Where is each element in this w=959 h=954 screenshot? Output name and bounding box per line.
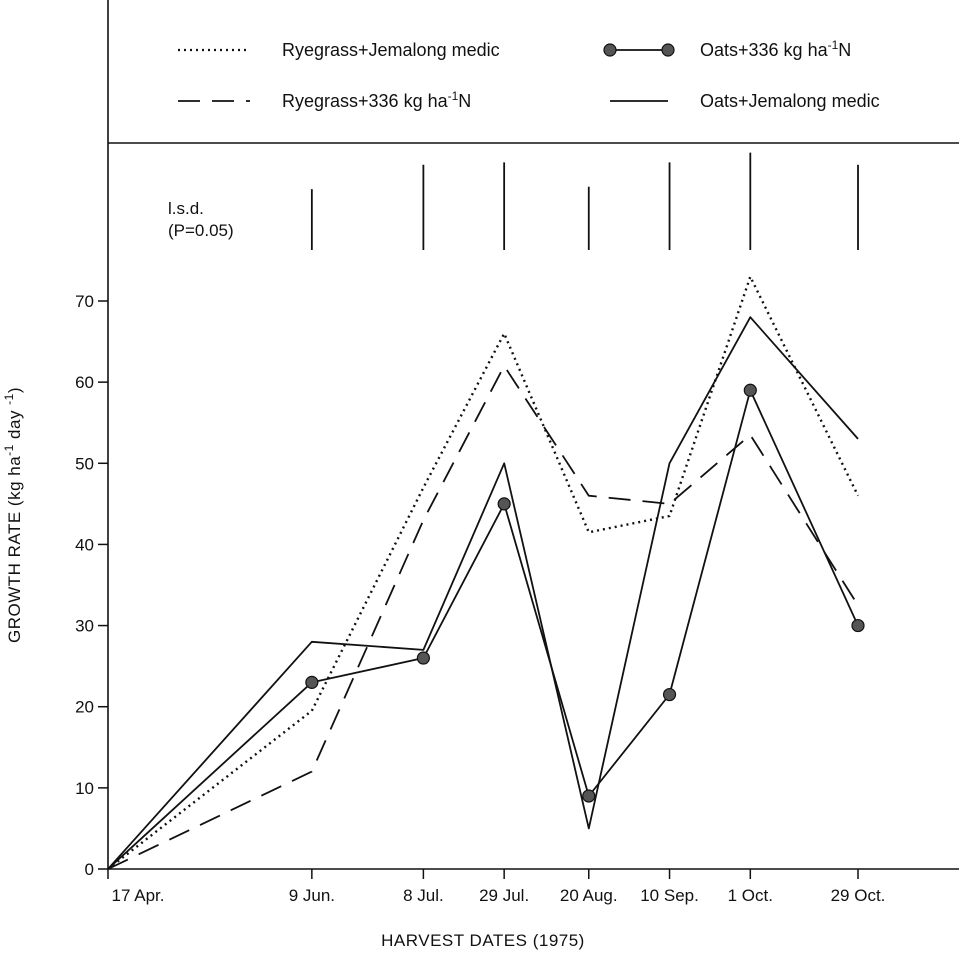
series-line-1 [107, 275, 860, 870]
plot-frame [107, 0, 959, 870]
y-tick-label: 20 [75, 698, 94, 717]
series-line-3 [107, 389, 859, 870]
legend-label-2: Ryegrass+336 kg ha-1N [282, 89, 471, 111]
axis-titles: HARVEST DATES (1975) GROWTH RATE (kg ha-1… [2, 387, 585, 950]
x-tick-label: 20 Aug. [560, 886, 618, 905]
data-point [582, 789, 596, 803]
series-line-2 [107, 364, 859, 870]
x-tick-label: 1 Oct. [728, 886, 773, 905]
data-point [305, 675, 319, 689]
x-tick-label: 8 Jul. [403, 886, 444, 905]
series-lines [107, 275, 865, 870]
x-tick-label: 10 Sep. [640, 886, 699, 905]
data-point [851, 618, 865, 633]
y-tick-label: 40 [75, 535, 94, 554]
legend-label-3: Oats+336 kg ha-1N [700, 38, 851, 60]
x-tick-label: 17 Apr. [112, 886, 165, 905]
series-line-4 [107, 316, 859, 870]
y-tick-label: 0 [85, 860, 94, 879]
x-tick-label: 29 Jul. [479, 886, 529, 905]
legend-label-1: Ryegrass+Jemalong medic [282, 40, 500, 60]
legend-marker [603, 43, 617, 57]
y-tick-label: 60 [75, 373, 94, 392]
y-tick-label: 70 [75, 292, 94, 311]
x-axis: 17 Apr. 9 Jun. 8 Jul. 29 Jul. 20 Aug. 10 Sep.… [107, 869, 886, 905]
legend: Ryegrass+Jemalong medic Ryegrass+336 kg h… [178, 38, 880, 111]
data-point [416, 651, 430, 665]
x-axis-title: HARVEST DATES (1975) [381, 931, 585, 950]
lsd-label: l.s.d. (P=0.05) [168, 199, 234, 240]
data-point [662, 687, 677, 702]
legend-marker [661, 43, 675, 57]
y-tick-label: 50 [75, 454, 94, 473]
lsd-bars: l.s.d. (P=0.05) [168, 152, 859, 250]
legend-label-4: Oats+Jemalong medic [700, 91, 880, 111]
y-tick-label: 30 [75, 617, 94, 636]
data-point [497, 497, 511, 511]
x-tick-label: 9 Jun. [289, 886, 335, 905]
y-tick-label: 10 [75, 779, 94, 798]
y-axis-title: GROWTH RATE (kg ha-1 day -1) [2, 387, 24, 643]
data-point [743, 383, 757, 397]
y-axis: 0 10 20 30 40 50 60 70 [75, 292, 108, 879]
x-tick-label: 29 Oct. [831, 886, 886, 905]
